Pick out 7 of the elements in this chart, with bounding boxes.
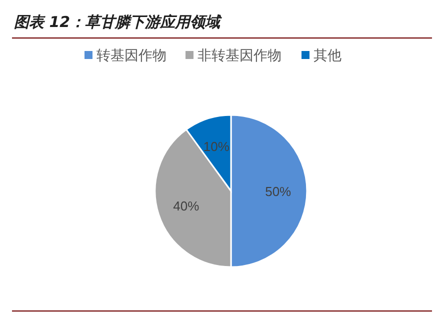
data-label: 50% bbox=[265, 184, 292, 199]
legend-label: 转基因作物 bbox=[96, 48, 166, 64]
legend-label: 其他 bbox=[314, 48, 342, 64]
chart-title: 图表 12：草甘膦下游应用领域 bbox=[14, 13, 224, 31]
data-label: 10% bbox=[203, 139, 230, 154]
legend-label: 非转基因作物 bbox=[198, 48, 282, 64]
data-label: 40% bbox=[173, 198, 200, 214]
